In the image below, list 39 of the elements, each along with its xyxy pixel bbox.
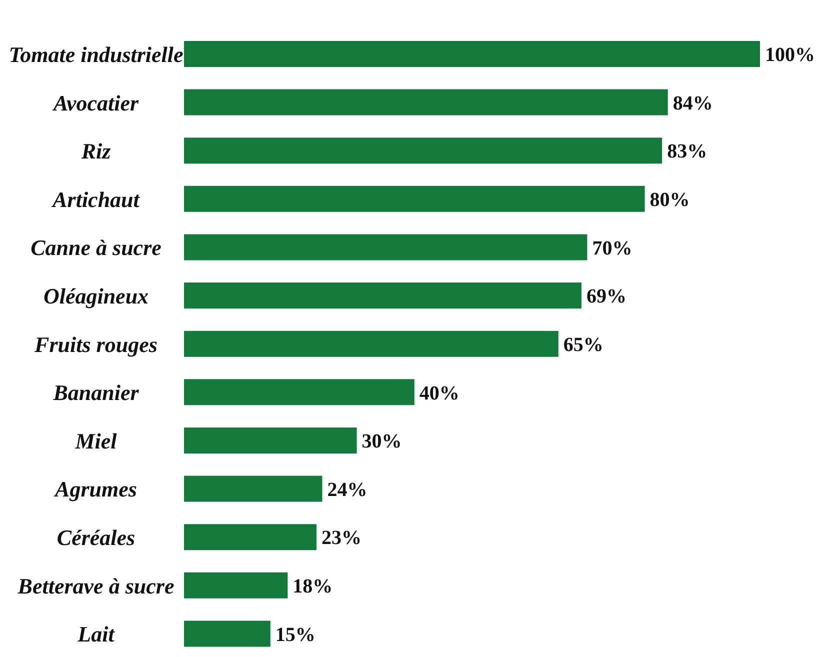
- y-tick-label: Miel: [74, 428, 118, 454]
- y-tick-label: Tomate industrielle: [8, 42, 184, 67]
- data-label: 70%: [592, 237, 632, 260]
- bar: [184, 620, 270, 647]
- y-tick-label: Fruits rouges: [34, 332, 158, 357]
- bar: [184, 379, 414, 406]
- y-tick-label: Riz: [80, 138, 112, 164]
- y-tick-label: Bananier: [52, 380, 140, 406]
- bar: [184, 330, 558, 357]
- y-tick-label: Céréales: [56, 525, 136, 550]
- bar: [184, 138, 662, 164]
- data-label: 65%: [563, 334, 604, 356]
- y-tick-label: Avocatier: [51, 90, 139, 116]
- data-label: 15%: [275, 624, 316, 646]
- data-label: 69%: [586, 286, 626, 308]
- bar: [184, 572, 288, 598]
- y-tick-label: Betterave à sucre: [16, 573, 174, 598]
- data-label: 24%: [327, 478, 368, 501]
- bar: [184, 524, 316, 550]
- bar: [184, 186, 645, 212]
- data-label: 83%: [667, 140, 708, 163]
- bar: [184, 89, 668, 116]
- data-label: 100%: [765, 44, 815, 66]
- bar: [184, 476, 322, 502]
- data-label: 18%: [292, 575, 333, 598]
- data-label: 30%: [362, 430, 402, 453]
- bar: [184, 282, 582, 309]
- data-label: 40%: [419, 382, 460, 404]
- y-tick-label: Artichaut: [50, 186, 140, 212]
- y-tick-label: Lait: [76, 622, 116, 647]
- data-label: 84%: [672, 92, 713, 114]
- y-tick-label: Canne à sucre: [30, 235, 162, 260]
- y-tick-label: Oléagineux: [43, 284, 149, 308]
- bar: [184, 234, 588, 260]
- y-tick-label: Agrumes: [53, 476, 137, 502]
- data-label: 23%: [321, 527, 362, 550]
- data-label: 80%: [650, 189, 690, 212]
- bar: [184, 41, 760, 67]
- bar: [184, 427, 357, 454]
